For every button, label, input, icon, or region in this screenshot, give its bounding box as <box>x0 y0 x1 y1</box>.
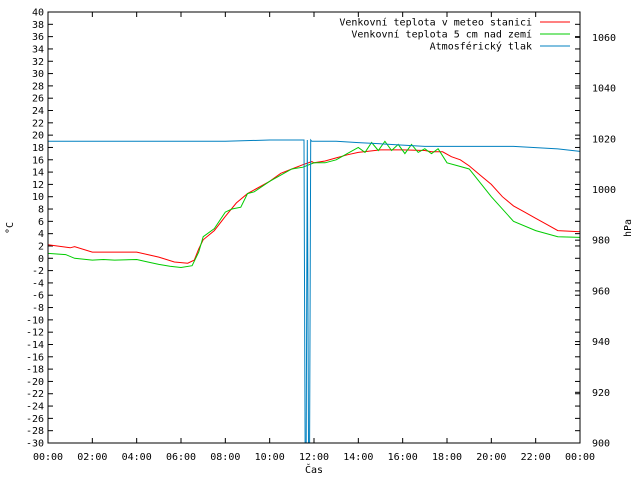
y2-tick-label: 1020 <box>592 134 616 145</box>
y-tick-label: 36 <box>32 32 44 43</box>
y-tick-label: 6 <box>38 217 44 228</box>
y-tick-label: -26 <box>26 414 44 425</box>
x-tick-label: 08:00 <box>210 452 240 463</box>
legend-label: Atmosférický tlak <box>430 41 532 53</box>
y-tick-label: 32 <box>32 57 44 68</box>
y-tick-label: 30 <box>32 69 44 80</box>
y-tick-label: 16 <box>32 155 44 166</box>
y-tick-label: -24 <box>26 402 44 413</box>
x-axis: 00:00 02:00 04:00 06:00 08:00 10:00 12:00 14:00… <box>33 12 595 463</box>
x-tick-label: 16:00 <box>388 452 418 463</box>
y-tick-label: 24 <box>32 106 44 117</box>
y-tick-label: -12 <box>26 328 44 339</box>
y2-tick-label: 920 <box>592 388 610 399</box>
x-tick-label: 12:00 <box>299 452 329 463</box>
left-axis: -30-28-26-24-22-20-18-16-14-12-10-8-6-4-… <box>26 8 580 450</box>
right-axis: 900 920 940 960 980 1000 1020 1040 1060 <box>575 33 616 450</box>
series-layer <box>47 138 581 444</box>
legend-label: Venkovní teplota 5 cm nad zemí <box>351 29 532 41</box>
y-tick-label: -22 <box>26 389 44 400</box>
y-tick-label: -16 <box>26 352 44 363</box>
y2-tick-label: 980 <box>592 236 610 247</box>
y2-tick-label: 900 <box>592 439 610 450</box>
y-tick-label: 12 <box>32 180 44 191</box>
x-tick-label: 04:00 <box>122 452 152 463</box>
y-tick-label: -28 <box>26 426 44 437</box>
plot-frame <box>47 11 581 444</box>
y-tick-label: -4 <box>32 278 44 289</box>
y-tick-label: -14 <box>26 340 44 351</box>
y-tick-label: 26 <box>32 94 44 105</box>
y2-tick-label: 1000 <box>592 185 616 196</box>
x-tick-label: 14:00 <box>343 452 373 463</box>
y-tick-label: -6 <box>32 291 44 302</box>
legend: Venkovní teplota v meteo staniciVenkovní… <box>339 17 570 53</box>
y-tick-label: -8 <box>32 303 44 314</box>
y-tick-label: 18 <box>32 143 44 154</box>
y-tick-label: 34 <box>32 44 44 55</box>
y-tick-label: 10 <box>32 192 44 203</box>
x-tick-label: 10:00 <box>255 452 285 463</box>
y2-tick-label: 940 <box>592 337 610 348</box>
x-tick-label: 02:00 <box>77 452 107 463</box>
y-tick-label: 4 <box>38 229 44 240</box>
y2-tick-label: 1040 <box>592 84 616 95</box>
y-tick-label: -2 <box>32 266 44 277</box>
x-tick-label: 18:00 <box>432 452 462 463</box>
y2-tick-label: 1060 <box>592 33 616 44</box>
y-tick-label: -20 <box>26 377 44 388</box>
y-tick-label: 20 <box>32 131 44 142</box>
x-tick-label: 20:00 <box>476 452 506 463</box>
y-tick-label: 0 <box>38 254 44 265</box>
y-tick-label: -18 <box>26 365 44 376</box>
series-line-2 <box>47 140 581 269</box>
y-tick-label: 40 <box>32 8 44 19</box>
x-tick-label: 00:00 <box>33 452 63 463</box>
x-tick-label: 22:00 <box>521 452 551 463</box>
y-tick-label: 28 <box>32 81 44 92</box>
y2-tick-label: 960 <box>592 286 610 297</box>
y-tick-label: 14 <box>32 168 44 179</box>
x-tick-label: 00:00 <box>565 452 595 463</box>
y-tick-label: 8 <box>38 205 44 216</box>
y-tick-label: 2 <box>38 241 44 252</box>
series-line-1 <box>47 149 581 264</box>
y-tick-label: 38 <box>32 20 44 31</box>
y-tick-label: -30 <box>26 439 44 450</box>
y2-axis-label: hPa <box>623 219 634 237</box>
series-line-3 <box>48 138 581 444</box>
x-tick-label: 06:00 <box>166 452 196 463</box>
y-axis-label: °C <box>5 222 16 234</box>
y-tick-label: -10 <box>26 315 44 326</box>
x-axis-label: Čas <box>305 463 323 476</box>
y-tick-label: 22 <box>32 118 44 129</box>
legend-label: Venkovní teplota v meteo stanici <box>339 17 532 29</box>
